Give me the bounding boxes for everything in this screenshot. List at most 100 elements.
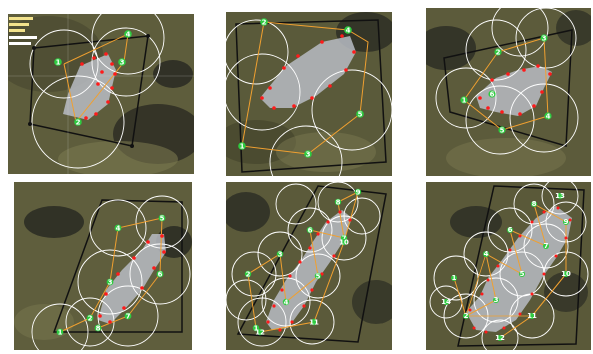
boundary-point (348, 218, 352, 222)
waypoint-marker (118, 58, 126, 66)
target-region (260, 36, 356, 108)
waypoint-label: 3 (108, 279, 113, 287)
waypoint-marker (124, 312, 132, 320)
waypoint-marker (304, 150, 312, 158)
boundary-point (104, 52, 108, 56)
coverage-circle (289, 299, 335, 345)
waypoint-markers: 1 2 3 4 5 6 (460, 34, 552, 135)
waypoint-label: 5 (520, 270, 525, 278)
boundary-point (542, 272, 546, 276)
boundary-point (340, 34, 344, 38)
coverage-circle (226, 53, 301, 131)
boundary-point (536, 64, 540, 68)
boundary-point (506, 72, 510, 76)
boundary-point (278, 328, 282, 332)
waypoint-label: 4 (126, 31, 131, 39)
boundary-point (288, 274, 292, 278)
terrain-patch (446, 138, 566, 176)
coverage-circle (435, 67, 497, 129)
boundary-point (106, 100, 110, 104)
boundary-point (486, 106, 490, 110)
coverage-circle (513, 183, 555, 225)
frame-corner (146, 34, 150, 38)
waypoint-marker (463, 313, 469, 319)
boundary-point (320, 272, 324, 276)
coverage-circle (481, 319, 519, 350)
panel-1-svg: 1 2 3 4 (8, 14, 194, 174)
waypoint-label: 11 (309, 318, 319, 326)
boundary-points (260, 34, 356, 110)
waypoint-label: 1 (58, 329, 63, 337)
boundary-point (100, 70, 104, 74)
boundary-point (94, 112, 98, 116)
waypoint-label: 2 (496, 49, 501, 57)
boundary-point (568, 218, 572, 222)
boundary-point (96, 82, 100, 86)
panel-1: 1 2 3 4 (8, 14, 194, 174)
boundary-point (110, 86, 114, 90)
waypoint-label: 5 (358, 111, 363, 119)
boundary-point (344, 68, 348, 72)
coverage-circle (89, 199, 147, 257)
panel-3: 1 2 3 4 5 6 (426, 8, 591, 176)
boundary-point (80, 62, 84, 66)
waypoint-marker (563, 219, 569, 225)
waypoint-marker (260, 18, 268, 26)
waypoint-marker (158, 214, 166, 222)
waypoint-label: 1 (452, 274, 457, 282)
coverage-circle (129, 243, 191, 305)
boundary-point (272, 304, 276, 308)
frame-corners (28, 34, 150, 148)
panel-4-svg: 1 2 3 4 5 6 7 8 (14, 182, 192, 350)
waypoint-label: 7 (342, 234, 347, 242)
waypoint-marker (493, 297, 499, 303)
waypoint-marker (244, 270, 252, 278)
waypoint-label: 3 (494, 296, 499, 304)
terrain-patch (58, 141, 178, 174)
boundary-point (508, 248, 512, 252)
waypoint-label: 13 (555, 192, 565, 200)
boundary-point (326, 220, 330, 224)
waypoint-label: 5 (500, 127, 505, 135)
boundary-point (522, 68, 526, 72)
waypoint-label: 10 (561, 270, 571, 278)
boundary-point (352, 50, 356, 54)
boundary-point (540, 90, 544, 94)
panel-3-svg: 1 2 3 4 5 6 (426, 8, 591, 176)
boundary-point (496, 264, 500, 268)
panel-2: 1 2 3 4 5 (226, 12, 392, 176)
boundary-point (490, 78, 494, 82)
boundary-points (468, 206, 572, 334)
waypoint-marker (494, 48, 502, 56)
coverage-circles (226, 19, 392, 176)
boundary-point (556, 206, 560, 210)
legend-swatch (9, 36, 37, 39)
frame-corner (130, 144, 134, 148)
waypoint-marker (497, 335, 503, 341)
coverage-circle (343, 197, 381, 235)
boundary-point (266, 320, 270, 324)
boundary-point (484, 330, 488, 334)
legend-swatch (9, 17, 33, 20)
waypoint-label: 6 (158, 271, 163, 279)
shadow-patch (352, 280, 392, 324)
waypoint-label: 1 (254, 324, 259, 332)
coverage-frame (457, 185, 585, 347)
waypoint-marker (86, 314, 94, 322)
waypoint-marker (544, 112, 552, 120)
waypoint-label: 3 (120, 59, 125, 67)
flight-route (59, 217, 163, 333)
waypoint-label: 5 (160, 215, 165, 223)
waypoint-label: 1 (240, 143, 245, 151)
waypoint-marker (256, 328, 264, 336)
waypoint-marker (314, 272, 322, 280)
waypoint-marker (529, 313, 535, 319)
boundary-point (146, 240, 150, 244)
waypoint-label: 5 (316, 272, 321, 280)
coverage-circle (77, 249, 143, 315)
waypoint-label: 3 (306, 151, 311, 159)
boundary-point (338, 210, 342, 214)
waypoint-label: 14 (441, 298, 451, 306)
waypoint-marker (488, 90, 496, 98)
boundary-point (518, 312, 522, 316)
